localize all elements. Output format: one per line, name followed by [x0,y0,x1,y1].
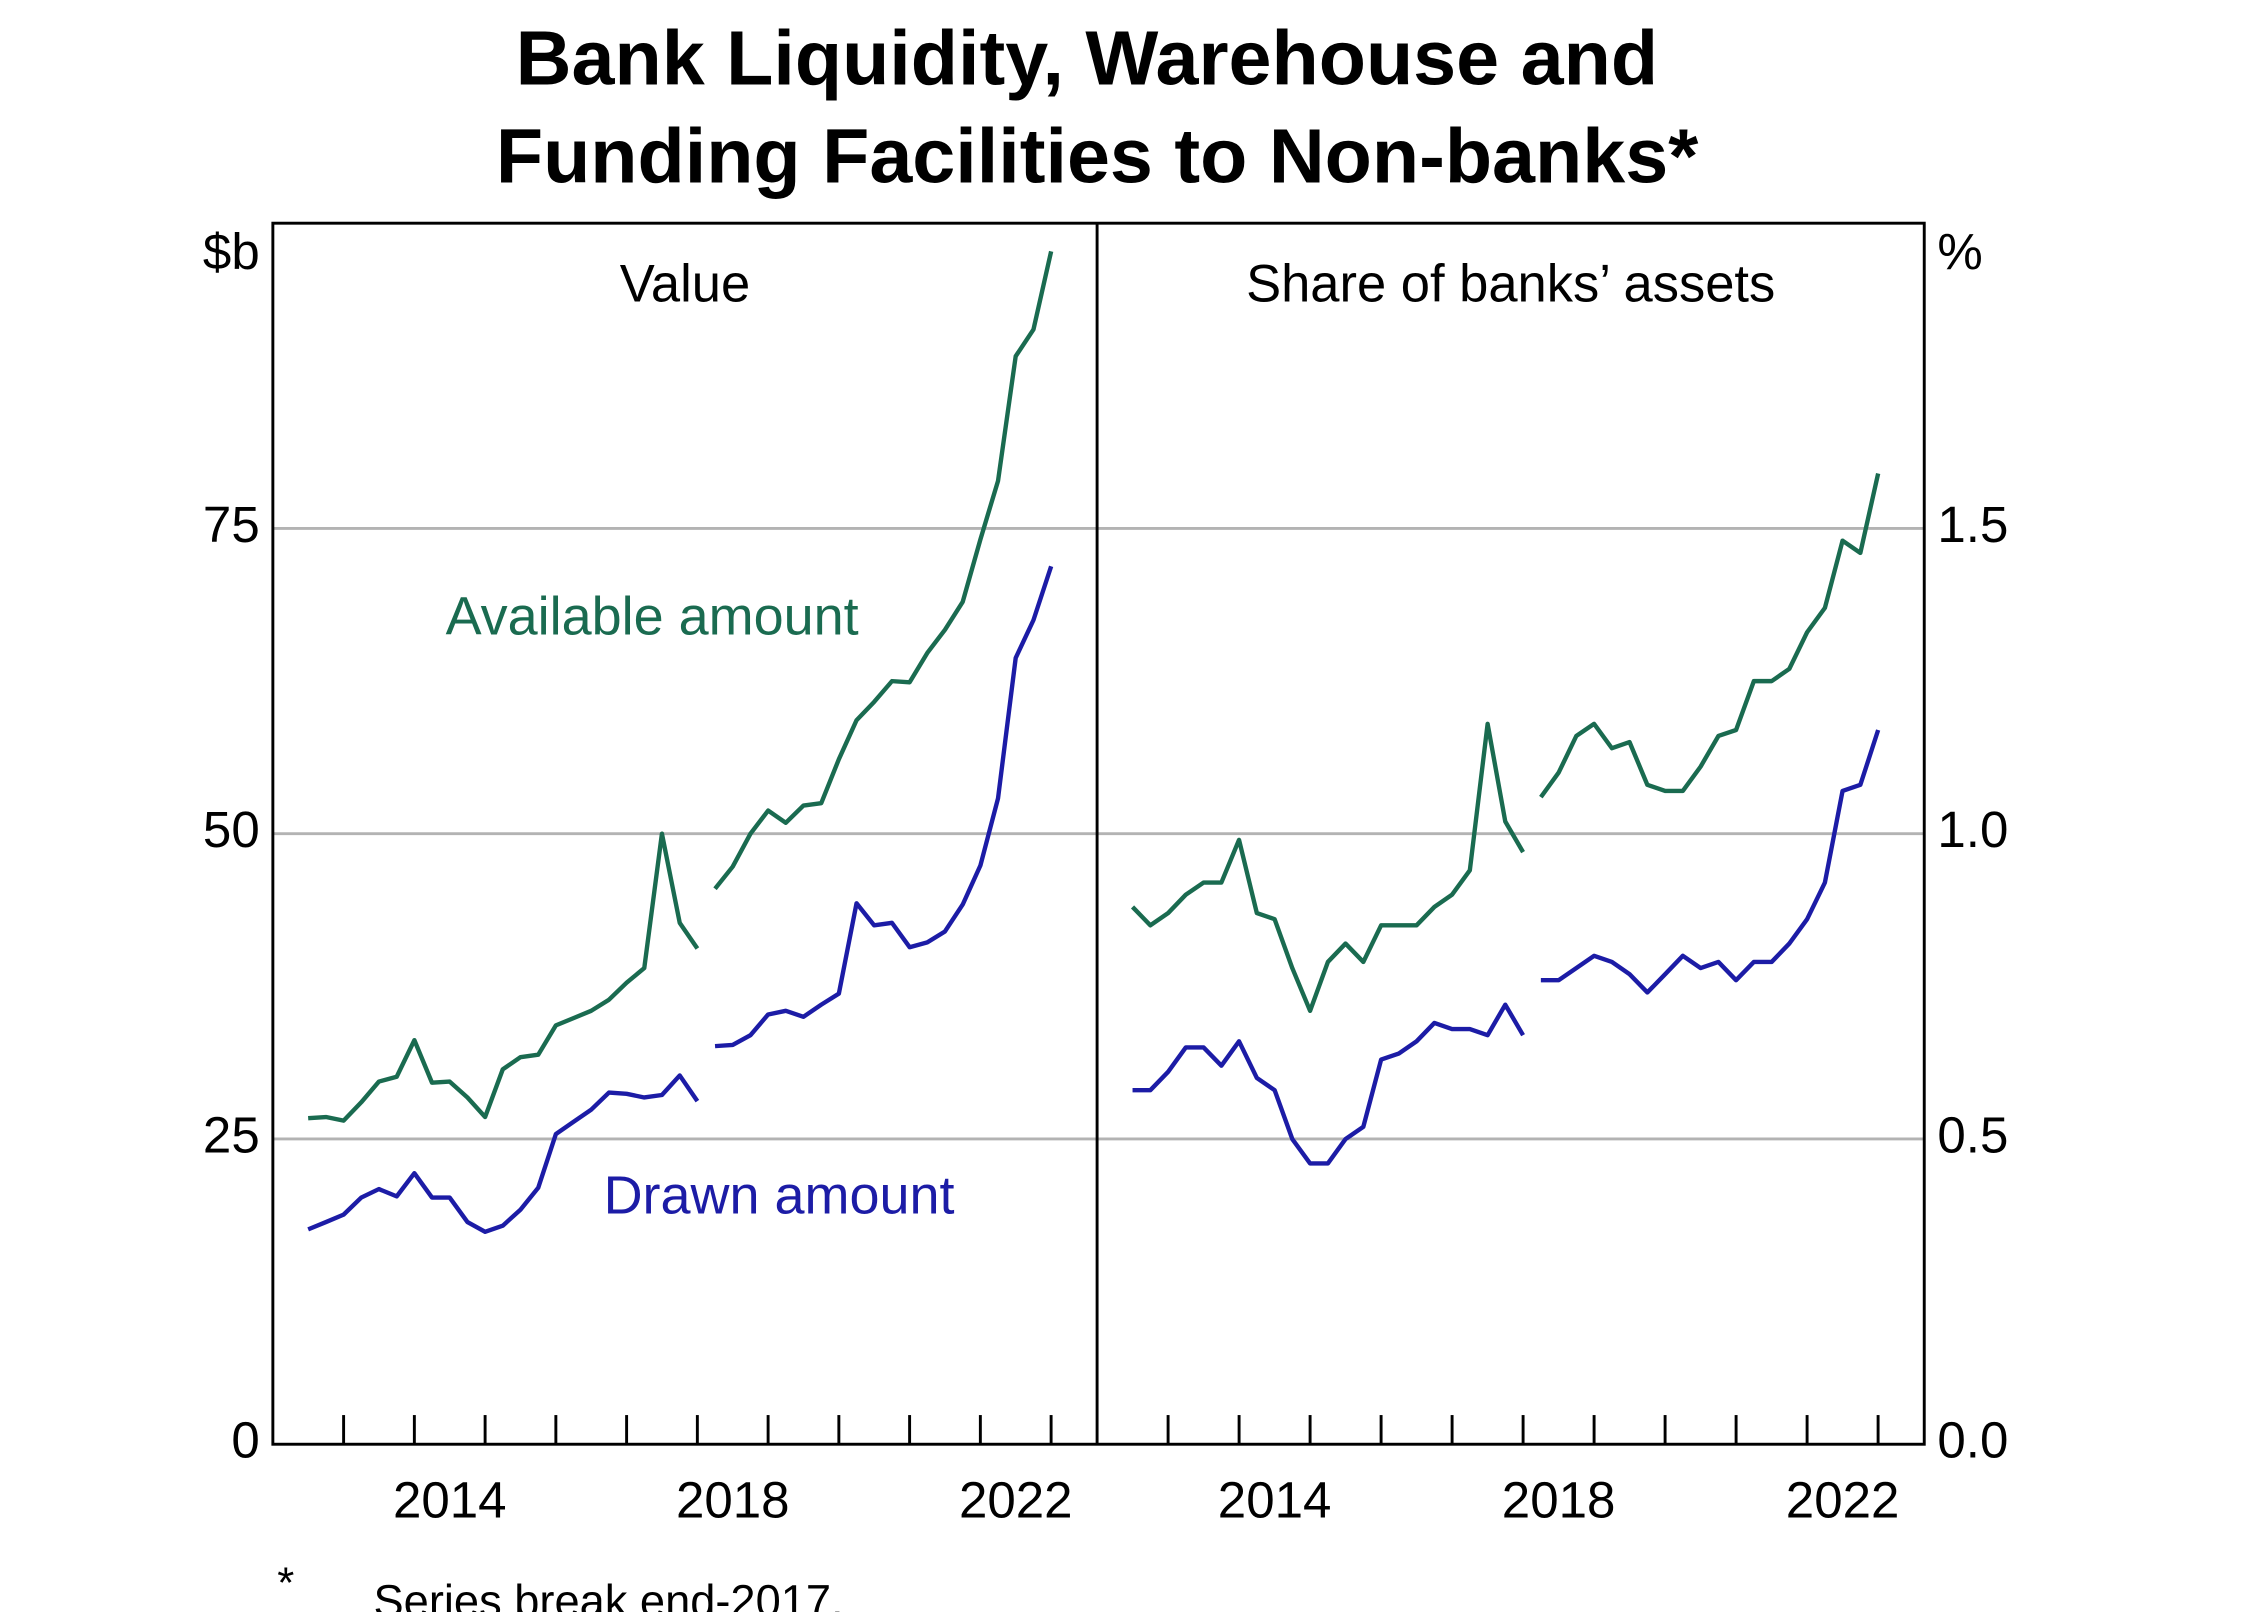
series-label: Drawn amount [604,1165,955,1225]
series-line [1130,721,1525,1014]
y-tick-label: 0 [231,1412,259,1469]
panel-title: Value [620,254,750,313]
footnote-marker: * [277,1558,294,1607]
x-tick-label: 2022 [1786,1472,1900,1529]
y-tick-label: 1.5 [1937,496,2008,553]
x-tick-label: 2014 [1218,1472,1332,1529]
footnote-text: Series break end-2017. [374,1576,844,1612]
series-line [1132,1002,1525,1166]
y-tick-label: 50 [203,801,260,858]
y-tick-label: 75 [203,496,260,553]
y-unit: $b [203,223,260,280]
x-tick-label: 2018 [1502,1472,1616,1529]
title-line: Bank Liquidity, Warehouse and [516,16,1658,102]
series-label: Available amount [446,586,859,646]
y-tick-label: 1.0 [1937,801,2008,858]
series-line [1540,729,1881,995]
series-line [713,250,1054,891]
x-tick-label: 2014 [393,1472,507,1529]
y-tick-label: 0.5 [1937,1106,2008,1163]
y-tick-label: 25 [203,1106,260,1163]
series-line [307,1073,700,1235]
title-line: Funding Facilities to Non-banks* [496,113,1698,199]
series-line [714,565,1054,1049]
x-tick-label: 2018 [676,1472,790,1529]
panel-title: Share of banks’ assets [1246,254,1775,313]
y-tick-label: 0.0 [1937,1412,2008,1469]
y-unit: % [1937,223,1982,280]
x-tick-label: 2022 [959,1472,1073,1529]
series-line [1539,473,1881,799]
series-line [308,831,700,1123]
